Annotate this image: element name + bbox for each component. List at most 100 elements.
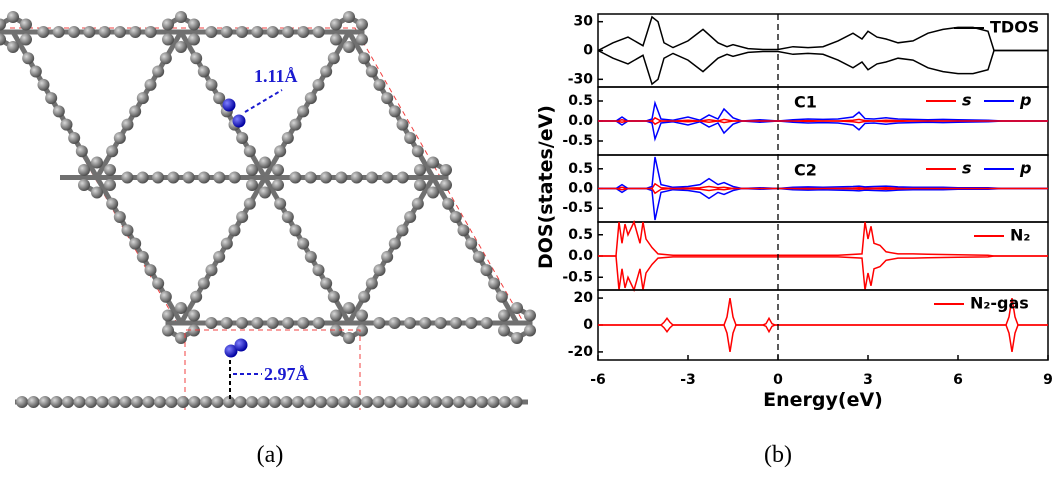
carbon-atom bbox=[524, 310, 536, 322]
carbon-atom bbox=[221, 317, 233, 329]
carbon-atom bbox=[251, 317, 263, 329]
carbon-atom bbox=[143, 396, 155, 408]
y-tick-label: 0.5 bbox=[568, 93, 593, 109]
carbon-atom bbox=[205, 264, 217, 276]
x-tick-label: 3 bbox=[863, 372, 873, 388]
carbon-atom bbox=[246, 179, 258, 191]
carbon-atom bbox=[381, 172, 393, 184]
dos-line bbox=[598, 17, 1048, 51]
carbon-atom bbox=[190, 291, 202, 303]
carbon-atom bbox=[269, 396, 281, 408]
carbon-atom bbox=[205, 26, 217, 38]
carbon-atom bbox=[313, 79, 325, 91]
carbon-atom bbox=[419, 317, 431, 329]
carbon-atom bbox=[343, 11, 355, 23]
carbon-atom bbox=[166, 396, 178, 408]
carbon-atom bbox=[304, 396, 316, 408]
carbon-atom bbox=[381, 251, 393, 263]
x-tick-label: 6 bbox=[953, 372, 963, 388]
carbon-atom bbox=[373, 317, 385, 329]
carbon-atom bbox=[198, 172, 210, 184]
carbon-atom bbox=[282, 132, 294, 144]
carbon-atom bbox=[381, 92, 393, 104]
carbon-atom bbox=[45, 92, 57, 104]
carbon-atom bbox=[511, 396, 523, 408]
carbon-atom bbox=[154, 396, 166, 408]
carbon-atom bbox=[330, 19, 342, 31]
carbon-atom bbox=[129, 238, 141, 250]
carbon-atom bbox=[85, 396, 97, 408]
carbon-atom bbox=[91, 157, 103, 169]
legend-label: N₂ bbox=[1010, 226, 1030, 245]
x-tick-label: -3 bbox=[680, 372, 696, 388]
carbon-atom bbox=[51, 396, 63, 408]
carbon-atom bbox=[453, 396, 465, 408]
carbon-atom bbox=[366, 172, 378, 184]
carbon-atom bbox=[20, 34, 32, 46]
carbon-atom bbox=[498, 310, 510, 322]
carbon-atom bbox=[350, 396, 362, 408]
carbon-atom bbox=[289, 172, 301, 184]
carbon-atom bbox=[292, 396, 304, 408]
carbon-atom bbox=[131, 396, 143, 408]
plot-frame bbox=[598, 14, 1048, 87]
carbon-atom bbox=[343, 332, 355, 344]
plot-frame bbox=[598, 222, 1048, 290]
carbon-atom bbox=[258, 396, 270, 408]
carbon-atom bbox=[412, 198, 424, 210]
carbon-atom bbox=[213, 172, 225, 184]
carbon-atom bbox=[145, 264, 157, 276]
carbon-atom bbox=[389, 317, 401, 329]
carbon-atom bbox=[440, 179, 452, 191]
carbon-atom bbox=[397, 224, 409, 236]
carbon-atom bbox=[358, 52, 370, 64]
carbon-atom bbox=[282, 317, 294, 329]
page: (a) (b) 1.11Å 2.97Å DOS(states/eV) 300-3… bbox=[0, 0, 1060, 477]
panel-label: (b) bbox=[764, 442, 792, 468]
y-tick-label: 20 bbox=[574, 290, 594, 306]
dos-line bbox=[598, 189, 1048, 221]
carbon-atom bbox=[435, 317, 447, 329]
carbon-atom bbox=[177, 396, 189, 408]
carbon-atom bbox=[175, 11, 187, 23]
carbon-atom bbox=[366, 66, 378, 78]
carbon-atom bbox=[246, 164, 258, 176]
carbon-atom bbox=[229, 172, 241, 184]
carbon-atom bbox=[200, 396, 212, 408]
carbon-atom bbox=[315, 396, 327, 408]
carbon-atom bbox=[129, 105, 141, 117]
carbon-atom bbox=[68, 132, 80, 144]
carbon-atom bbox=[414, 179, 426, 191]
carbon-atom bbox=[330, 34, 342, 46]
carbon-atom bbox=[106, 198, 118, 210]
carbon-atom bbox=[397, 119, 409, 131]
carbon-atom bbox=[162, 310, 174, 322]
carbon-atom bbox=[152, 66, 164, 78]
carbon-atom bbox=[99, 26, 111, 38]
carbon-atom bbox=[328, 52, 340, 64]
carbon-atom bbox=[330, 310, 342, 322]
carbon-atom bbox=[188, 310, 200, 322]
y-tick-label: 30 bbox=[574, 14, 594, 30]
legend-label: p bbox=[1019, 91, 1031, 110]
carbon-atom bbox=[235, 396, 247, 408]
carbon-atom bbox=[37, 79, 49, 91]
carbon-atom bbox=[343, 302, 355, 314]
legend-label: p bbox=[1019, 159, 1031, 178]
carbon-atom bbox=[297, 105, 309, 117]
carbon-atom bbox=[251, 26, 263, 38]
carbon-atom bbox=[68, 26, 80, 38]
carbon-atom bbox=[297, 26, 309, 38]
carbon-atom bbox=[488, 396, 500, 408]
carbon-atom bbox=[189, 396, 201, 408]
y-tick-label: -0.5 bbox=[562, 200, 593, 216]
carbon-atom bbox=[205, 317, 217, 329]
panel-label: (a) bbox=[257, 442, 284, 468]
carbon-atom bbox=[320, 172, 332, 184]
carbon-atom bbox=[305, 92, 317, 104]
carbon-atom bbox=[338, 396, 350, 408]
carbon-atom bbox=[496, 291, 508, 303]
carbon-atom bbox=[78, 179, 90, 191]
carbon-atom bbox=[246, 396, 258, 408]
carbon-atom bbox=[76, 145, 88, 157]
